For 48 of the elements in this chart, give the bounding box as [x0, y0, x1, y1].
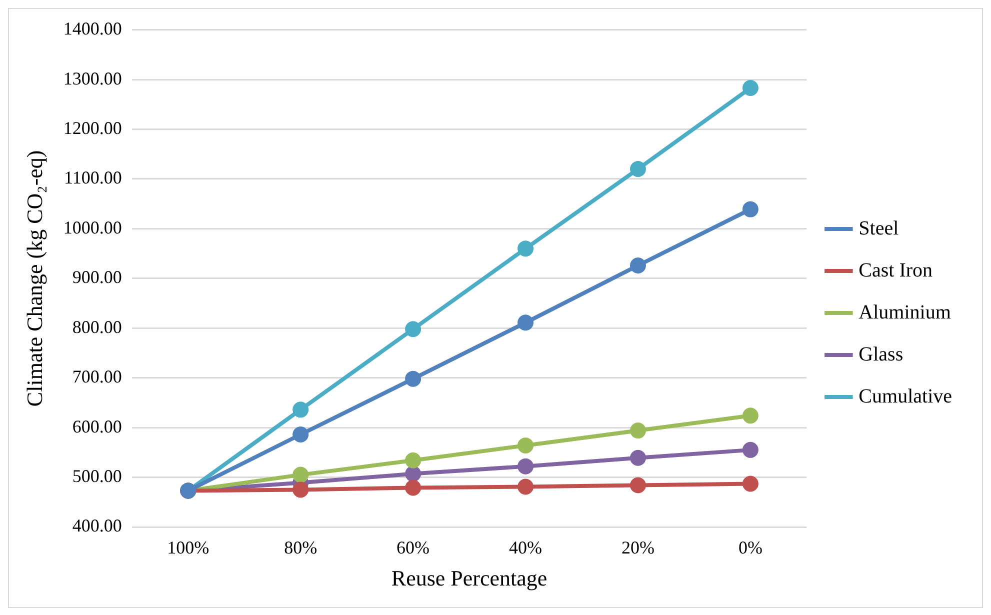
point [742, 476, 758, 492]
point [742, 442, 758, 458]
point [630, 257, 646, 274]
y-tick-label: 1100.00 [64, 168, 122, 188]
legend-label: Glass [858, 343, 904, 366]
point [518, 458, 534, 474]
point [405, 466, 422, 482]
point [405, 370, 422, 387]
y-tick-label: 900.00 [72, 267, 122, 288]
point [630, 161, 646, 178]
point [405, 321, 422, 338]
point [518, 240, 534, 257]
point [405, 480, 422, 496]
legend-label: Cast Iron [858, 259, 933, 282]
point [292, 426, 309, 443]
legend-label: Aluminium [858, 301, 952, 324]
x-tick-label: 80% [284, 538, 318, 558]
point [630, 450, 646, 466]
y-axis-title: Climate Change (kg CO₂-eq) [22, 150, 47, 407]
point [292, 482, 309, 498]
y-tick-label: 700.00 [72, 366, 122, 387]
point [518, 314, 534, 331]
x-tick-label: 60% [396, 538, 430, 558]
point [405, 452, 422, 468]
x-tick-label: 0% [738, 538, 762, 558]
x-tick-label: 100% [167, 538, 210, 558]
x-axis-title: Reuse Percentage [391, 566, 548, 591]
point [742, 80, 758, 96]
point [518, 437, 534, 454]
legend-label: Cumulative [858, 385, 952, 408]
y-tick-label: 500.00 [72, 466, 122, 486]
y-tick-label: 800.00 [72, 316, 122, 337]
x-tick-label: 40% [509, 538, 542, 558]
point [630, 422, 646, 439]
point [742, 201, 758, 218]
point [292, 466, 309, 483]
point [518, 478, 534, 495]
y-tick-label: 400.00 [72, 516, 122, 536]
point [742, 408, 758, 424]
legend-label: Steel [858, 217, 900, 240]
point [630, 477, 646, 494]
x-tick-label: 20% [621, 538, 654, 558]
y-tick-label: 1000.00 [63, 217, 122, 238]
point [292, 402, 309, 418]
y-tick-label: 1400.00 [63, 18, 122, 39]
y-tick-label: 1300.00 [63, 68, 122, 88]
y-tick-label: 600.00 [72, 416, 122, 436]
y-tick-label: 1200.00 [63, 118, 122, 138]
